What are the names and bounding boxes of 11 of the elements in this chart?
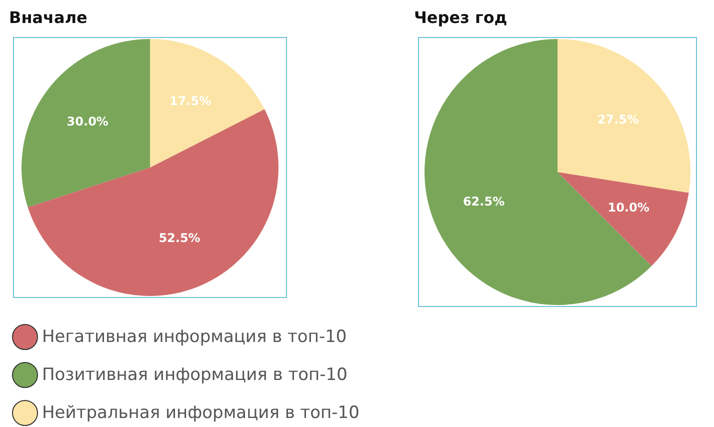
data-label: 62.5% — [462, 194, 505, 209]
data-label: 27.5% — [597, 112, 639, 126]
data-label: 52.5% — [158, 230, 200, 245]
legend-label: Нейтральная информация в топ-10 — [42, 403, 360, 423]
chart-title: Через год — [414, 8, 508, 27]
chart-title: Вначале — [9, 8, 88, 27]
data-label: 30.0% — [66, 114, 108, 128]
legend-label: Позитивная информация в топ-10 — [42, 365, 348, 385]
data-label: 17.5% — [169, 94, 212, 108]
data-label: 10.0% — [608, 200, 650, 214]
legend-label: Негативная информация в топ-10 — [42, 327, 347, 347]
